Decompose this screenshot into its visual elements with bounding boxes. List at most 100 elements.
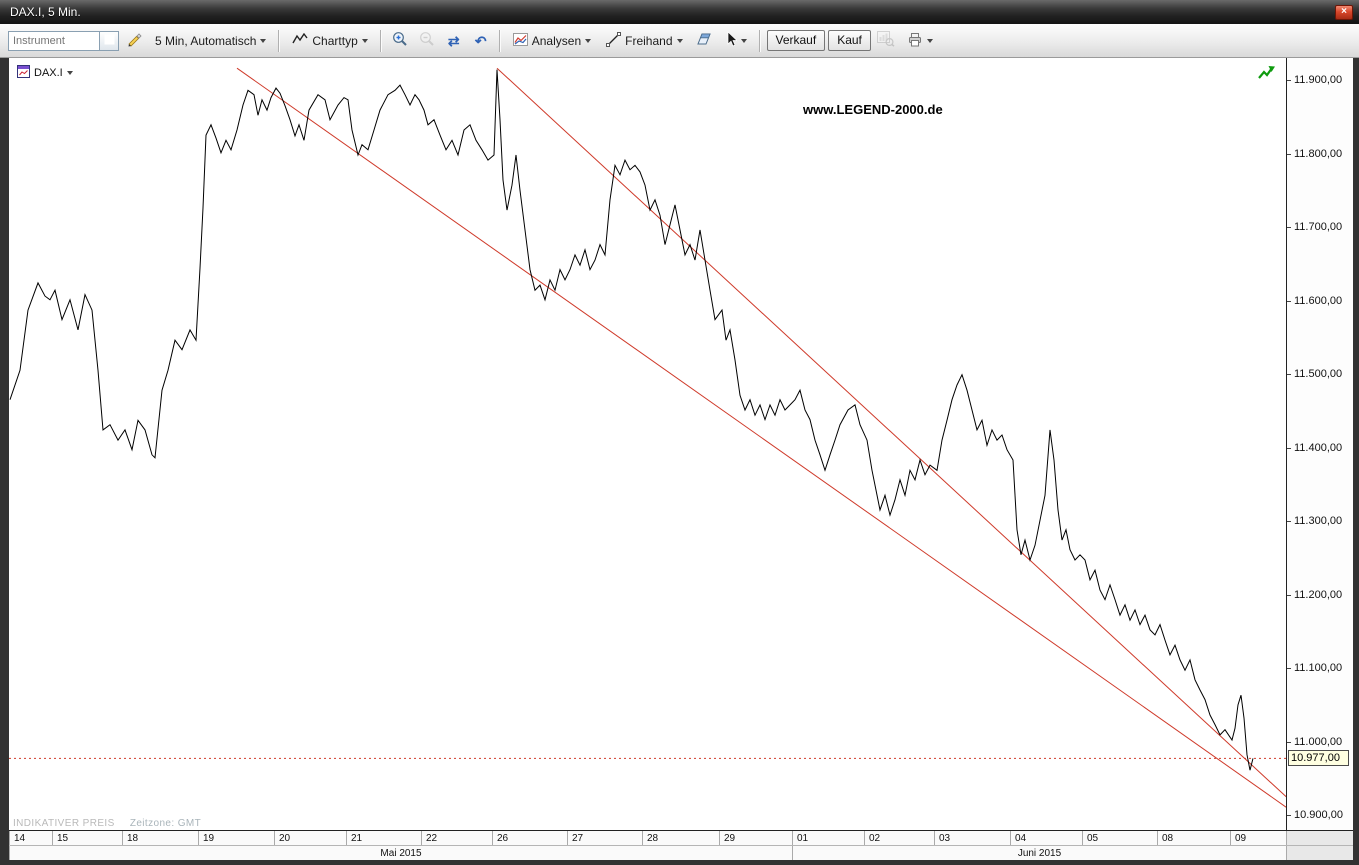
timeframe-label: 5 Min, Automatisch [155,33,257,48]
month-label: Mai 2015 [9,846,792,860]
price-axis-label: 11.700,00 [1294,221,1343,233]
price-axis-tick [1287,741,1291,743]
chevron-down-icon [260,38,267,43]
day-label: 08 [1157,831,1230,845]
price-axis-tick [1287,153,1291,155]
undo-icon: ↶ [474,32,487,49]
chart-settings-button[interactable] [122,29,146,53]
analyses-dropdown[interactable]: Analysen [507,29,597,53]
buy-button[interactable]: Kauf [828,30,871,51]
day-label: 26 [492,831,567,845]
price-chart[interactable] [9,58,1286,830]
price-axis-label: 11.900,00 [1294,74,1343,86]
chart-report-icon [876,31,895,50]
zoom-out-icon [419,31,435,50]
watermark: www.LEGEND-2000.de [803,102,943,117]
day-label: 18 [122,831,198,845]
day-label: 28 [642,831,719,845]
toolbar-separator [379,29,382,52]
day-label: 14 [9,831,52,845]
day-label: 02 [864,831,934,845]
day-label: 04 [1010,831,1082,845]
price-axis-tick [1287,521,1291,522]
price-axis-label: 11.000,00 [1294,735,1343,748]
price-axis[interactable]: 10.977,00 11.900,00 11.800,00 11.700,00 11.… [1286,58,1353,830]
chevron-down-icon [740,38,747,43]
symbol-selector[interactable]: DAX.I [17,65,73,81]
chevron-down-icon [361,38,368,43]
price-axis-label: 11.200,00 [1294,588,1343,601]
undo-button[interactable]: ↶ [469,29,493,53]
indicative-price-label: INDIKATIVER PREIS [13,818,115,829]
printer-icon [907,32,923,50]
price-axis-tick [1287,300,1291,302]
price-axis-tick [1287,227,1291,228]
eraser-button[interactable] [692,29,716,53]
day-label: 22 [421,831,492,845]
chart-plot-area[interactable]: DAX.I www.LEGEND-2000.de INDIKATIVER PRE… [9,58,1286,830]
timezone-label: Zeitzone: GMT [129,818,202,829]
toolbar-separator [758,29,761,52]
analyses-chart-icon [512,32,528,49]
day-label: 15 [52,831,122,845]
day-label: 01 [792,831,864,845]
day-label: 19 [198,831,274,845]
analyses-label: Analysen [531,33,582,48]
day-label: 20 [274,831,346,845]
price-axis-tick [1287,815,1291,816]
chevron-down-icon [585,38,592,43]
zoom-out-button[interactable] [415,29,439,53]
symbol-label: DAX.I [34,67,63,79]
toolbar-separator [278,29,281,52]
price-series [9,69,1254,771]
current-price-tag: 10.977,00 [1288,750,1349,767]
axis-corner [1286,846,1353,860]
instrument-input[interactable] [8,30,100,51]
freehand-line-icon [606,31,622,50]
link-icon: ⇄ [447,32,460,49]
link-axes-button[interactable]: ⇄ [442,29,466,53]
print-dropdown[interactable] [901,28,939,54]
toolbar-separator [498,29,501,52]
freehand-label: Freihand [625,33,673,48]
chevron-down-icon [926,38,933,43]
freehand-dropdown[interactable]: Freihand [600,28,688,54]
instrument-lookup-button[interactable] [100,30,119,51]
day-label: 09 [1230,831,1286,845]
titlebar[interactable]: DAX.I, 5 Min. × [0,0,1359,24]
charttype-dropdown[interactable]: Charttyp [286,29,373,52]
trendline[interactable] [236,67,1286,810]
grid-icon [104,33,115,48]
close-button[interactable]: × [1335,4,1353,20]
day-label: 03 [934,831,1010,845]
price-axis-tick [1287,594,1291,596]
report-button[interactable] [874,29,898,53]
price-axis-tick [1287,80,1291,81]
price-axis-label: 11.500,00 [1294,368,1343,380]
timeframe-dropdown[interactable]: 5 Min, Automatisch [149,30,272,52]
price-axis-label: 11.100,00 [1294,662,1343,674]
price-axis-tick [1287,668,1291,669]
status-note: INDIKATIVER PREIS Zeitzone: GMT [13,818,201,829]
sell-button[interactable]: Verkauf [766,30,826,51]
day-label: 21 [346,831,421,845]
zoom-in-icon [392,31,408,50]
price-axis-label: 11.400,00 [1294,441,1343,454]
chart-region: DAX.I www.LEGEND-2000.de INDIKATIVER PRE… [0,58,1359,830]
time-axis-months[interactable]: Mai 2015 Juni 2015 [9,845,1353,860]
price-axis-tick [1287,374,1291,375]
cursor-mode-dropdown[interactable] [719,27,753,54]
price-axis-tick [1287,447,1291,449]
price-axis-label: 10.900,00 [1294,809,1343,821]
time-axis-days[interactable]: 14 15 18 19 20 21 22 26 27 28 29 01 02 03 04 05 08 09 [9,830,1353,845]
instrument-input-group [8,30,119,51]
price-axis-label: 11.300,00 [1294,515,1343,527]
chevron-down-icon [66,71,73,75]
axis-corner [1286,831,1353,845]
instrument-icon [17,65,30,81]
zoom-in-button[interactable] [388,29,412,53]
trend-arrow-icon[interactable] [1257,64,1276,86]
window-title: DAX.I, 5 Min. [10,5,81,19]
trendline[interactable] [496,67,1286,800]
